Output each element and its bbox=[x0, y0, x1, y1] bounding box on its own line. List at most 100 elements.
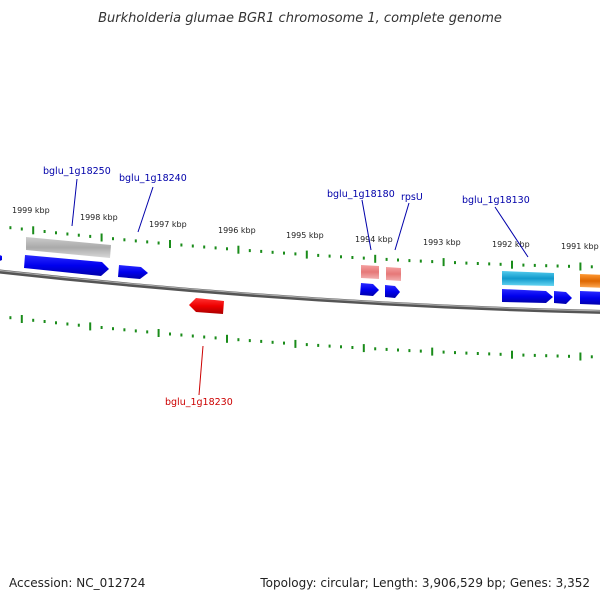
upper-track-minor-tick bbox=[340, 255, 342, 259]
lower-track-minor-tick bbox=[397, 348, 399, 352]
gene-label-bglu_1g18240[interactable]: bglu_1g18240 bbox=[119, 173, 187, 184]
pseudogene-bar[interactable] bbox=[26, 237, 111, 258]
upper-track-minor-tick bbox=[545, 264, 548, 268]
upper-track-minor-tick bbox=[397, 258, 399, 262]
kbp-label-1994: 1994 kbp bbox=[355, 235, 393, 244]
lower-track-major-tick bbox=[226, 334, 228, 343]
upper-track-minor-tick bbox=[362, 256, 365, 260]
cyan-feature-bglu_1g18130[interactable] bbox=[502, 271, 554, 286]
gene-arrow-bglu_1g18240[interactable] bbox=[118, 265, 148, 279]
kbp-label-1995: 1995 kbp bbox=[286, 231, 324, 240]
lower-track-minor-tick bbox=[328, 344, 331, 348]
upper-track-minor-tick bbox=[431, 260, 434, 264]
upper-track-minor-tick bbox=[191, 244, 194, 248]
upper-track-minor-tick bbox=[9, 226, 12, 230]
lower-track-minor-tick bbox=[465, 351, 468, 355]
upper-track-minor-tick bbox=[556, 264, 559, 268]
lower-track-minor-tick bbox=[43, 320, 46, 323]
lower-track-minor-tick bbox=[408, 349, 411, 353]
upper-track-major-tick bbox=[169, 240, 171, 248]
callout-line-bglu_1g18130 bbox=[494, 206, 529, 258]
lower-track-major-tick bbox=[362, 344, 365, 353]
orange-feature[interactable] bbox=[580, 274, 600, 288]
gene-arrow-1994-a[interactable] bbox=[360, 283, 379, 296]
lower-track-minor-tick bbox=[590, 355, 593, 359]
gene-label-rpsU[interactable]: rpsU bbox=[401, 192, 423, 203]
lower-track-minor-tick bbox=[340, 345, 342, 349]
genome-info-text: Topology: circular; Length: 3,906,529 bp… bbox=[259, 576, 590, 590]
gene-label-bglu_1g18250[interactable]: bglu_1g18250 bbox=[43, 166, 111, 177]
lower-track-minor-tick bbox=[260, 339, 263, 343]
upper-track-major-tick bbox=[32, 226, 35, 235]
gene-label-bglu_1g18130[interactable]: bglu_1g18130 bbox=[462, 195, 530, 206]
accession-text: Accession: NC_012724 bbox=[9, 576, 145, 590]
gene-arrow-1991[interactable] bbox=[580, 291, 600, 305]
gene-arrow-bglu_1g18250[interactable] bbox=[24, 255, 109, 276]
upper-track-minor-tick bbox=[43, 230, 46, 233]
upper-track-minor-tick bbox=[66, 232, 69, 236]
lower-track-minor-tick bbox=[248, 339, 251, 343]
lower-track-minor-tick bbox=[214, 336, 217, 340]
upper-track-minor-tick bbox=[55, 231, 57, 235]
upper-track-minor-tick bbox=[488, 262, 491, 266]
lower-track-minor-tick bbox=[100, 326, 103, 329]
lower-track-major-tick bbox=[511, 350, 513, 359]
lower-track-minor-tick bbox=[146, 330, 149, 334]
upper-track-minor-tick bbox=[533, 263, 536, 267]
upper-track-minor-tick bbox=[77, 233, 80, 237]
upper-track-minor-tick bbox=[454, 261, 456, 265]
upper-track-major-tick bbox=[579, 262, 582, 271]
upper-track-minor-tick bbox=[317, 253, 320, 257]
gene-arrow-1992-b[interactable] bbox=[554, 291, 572, 304]
lower-track-minor-tick bbox=[442, 350, 445, 354]
lower-track-minor-tick bbox=[351, 346, 354, 349]
upper-track-major-tick bbox=[511, 260, 513, 269]
kbp-label-1993: 1993 kbp bbox=[423, 238, 461, 247]
lower-track-minor-tick bbox=[180, 333, 183, 337]
upper-track-minor-tick bbox=[180, 243, 183, 247]
gene-arrow-1992-a[interactable] bbox=[502, 289, 553, 303]
lower-track-minor-tick bbox=[385, 347, 388, 351]
gene-labels: bglu_1g18250 bglu_1g18240 bglu_1g18180 r… bbox=[43, 166, 530, 408]
lower-track-minor-tick bbox=[374, 347, 377, 351]
upper-track-major-tick bbox=[100, 233, 103, 242]
chromosome-backbone bbox=[0, 269, 600, 314]
lower-tick-track bbox=[9, 315, 593, 361]
lower-track-major-tick bbox=[20, 315, 23, 323]
upper-track-minor-tick bbox=[522, 263, 525, 267]
kbp-scale-labels: 1999 kbp 1998 kbp 1997 kbp 1996 kbp 1995… bbox=[12, 206, 599, 251]
lower-track-minor-tick bbox=[66, 322, 69, 326]
gene-arrow-1994-b[interactable] bbox=[385, 285, 400, 298]
gene-arrow-bglu_1g18230[interactable] bbox=[189, 298, 224, 314]
lower-track-minor-tick bbox=[55, 321, 57, 325]
rna-bar-rpsU[interactable] bbox=[386, 267, 401, 281]
lower-track-major-tick bbox=[294, 339, 297, 348]
kbp-label-1996: 1996 kbp bbox=[218, 226, 256, 235]
callout-line-bglu_1g18230 bbox=[198, 345, 204, 396]
lower-track-minor-tick bbox=[568, 354, 570, 358]
gene-label-bglu_1g18180[interactable]: bglu_1g18180 bbox=[327, 189, 395, 200]
lower-track-minor-tick bbox=[556, 354, 559, 358]
upper-tick-track bbox=[9, 226, 593, 271]
callout-line-rpsU bbox=[394, 202, 410, 251]
upper-track-minor-tick bbox=[294, 252, 297, 256]
upper-track-minor-tick bbox=[112, 237, 114, 241]
upper-track-major-tick bbox=[305, 250, 308, 259]
lower-track-major-tick bbox=[431, 347, 434, 356]
upper-track-minor-tick bbox=[134, 239, 137, 243]
upper-track-minor-tick bbox=[283, 251, 285, 255]
lower-track-major-tick bbox=[579, 352, 582, 361]
lower-track-minor-tick bbox=[123, 328, 126, 332]
upper-track-minor-tick bbox=[226, 247, 228, 251]
lower-track-minor-tick bbox=[169, 332, 171, 336]
lower-track-minor-tick bbox=[77, 323, 80, 327]
kbp-label-1991: 1991 kbp bbox=[561, 242, 599, 251]
lower-track-minor-tick bbox=[237, 338, 240, 342]
upper-track-major-tick bbox=[442, 258, 445, 267]
gene-arrow-offscreen-left[interactable] bbox=[0, 253, 2, 263]
callout-lines bbox=[71, 178, 529, 396]
gene-label-bglu_1g18230[interactable]: bglu_1g18230 bbox=[165, 397, 233, 408]
rna-bar-bglu_1g18180[interactable] bbox=[361, 265, 379, 279]
